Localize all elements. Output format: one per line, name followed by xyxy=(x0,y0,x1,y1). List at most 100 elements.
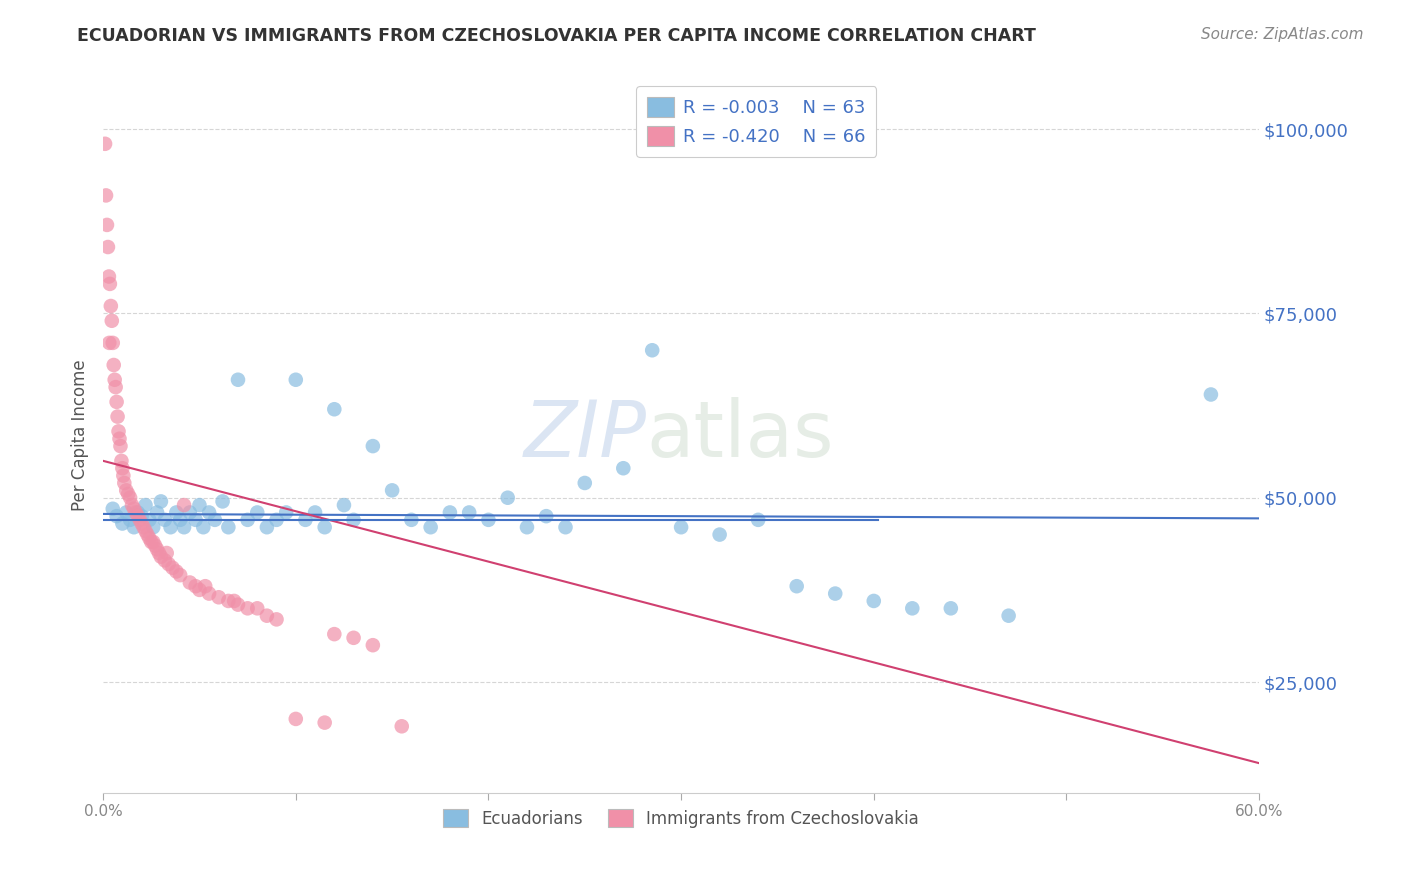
Point xyxy=(314,520,336,534)
Point xyxy=(131,509,153,524)
Point xyxy=(217,520,239,534)
Point xyxy=(211,494,233,508)
Point xyxy=(142,535,165,549)
Point xyxy=(246,601,269,615)
Point xyxy=(323,627,346,641)
Point xyxy=(101,501,124,516)
Point xyxy=(516,520,538,534)
Point xyxy=(121,498,143,512)
Point xyxy=(173,498,195,512)
Point xyxy=(179,575,201,590)
Point xyxy=(391,719,413,733)
Point xyxy=(131,516,153,531)
Point xyxy=(284,373,307,387)
Point xyxy=(208,591,231,605)
Point xyxy=(179,506,201,520)
Point xyxy=(458,506,481,520)
Point xyxy=(148,546,170,560)
Point xyxy=(146,506,169,520)
Text: atlas: atlas xyxy=(647,397,834,473)
Point xyxy=(153,553,176,567)
Point xyxy=(162,561,184,575)
Point xyxy=(103,358,125,372)
Point xyxy=(100,299,122,313)
Point xyxy=(111,516,134,531)
Point xyxy=(342,631,364,645)
Point xyxy=(143,539,166,553)
Point xyxy=(997,608,1019,623)
Point xyxy=(184,579,207,593)
Point xyxy=(98,277,121,291)
Point xyxy=(149,549,172,564)
Point xyxy=(173,520,195,534)
Point xyxy=(236,601,259,615)
Point xyxy=(134,498,156,512)
Point xyxy=(419,520,441,534)
Point xyxy=(120,491,142,505)
Point xyxy=(138,531,160,545)
Point xyxy=(157,557,180,571)
Point xyxy=(439,506,461,520)
Point xyxy=(153,513,176,527)
Point xyxy=(94,188,117,202)
Point xyxy=(127,506,149,520)
Point xyxy=(314,715,336,730)
Point xyxy=(101,335,124,350)
Point xyxy=(361,638,384,652)
Point xyxy=(105,395,128,409)
Point xyxy=(142,520,165,534)
Point xyxy=(226,373,249,387)
Point xyxy=(107,425,129,439)
Point xyxy=(101,314,124,328)
Point xyxy=(284,712,307,726)
Point xyxy=(97,240,120,254)
Point xyxy=(122,520,145,534)
Point xyxy=(342,513,364,527)
Point xyxy=(169,568,191,582)
Point xyxy=(156,546,179,560)
Point xyxy=(226,598,249,612)
Point xyxy=(236,513,259,527)
Point xyxy=(194,579,217,593)
Point xyxy=(536,509,558,524)
Point xyxy=(96,218,118,232)
Point xyxy=(138,513,160,527)
Point xyxy=(105,509,128,524)
Point xyxy=(217,594,239,608)
Point xyxy=(939,601,962,615)
Point xyxy=(204,513,226,527)
Point xyxy=(134,524,156,538)
Point xyxy=(115,506,138,520)
Point xyxy=(401,513,423,527)
Point xyxy=(709,527,731,541)
Point xyxy=(862,594,884,608)
Point xyxy=(747,513,769,527)
Point xyxy=(122,501,145,516)
Point xyxy=(333,498,356,512)
Point xyxy=(120,513,142,527)
Point xyxy=(641,343,664,358)
Point xyxy=(786,579,808,593)
Point xyxy=(323,402,346,417)
Point xyxy=(901,601,924,615)
Point xyxy=(110,439,132,453)
Point xyxy=(198,586,221,600)
Point xyxy=(198,506,221,520)
Point xyxy=(165,565,187,579)
Point xyxy=(132,520,155,534)
Point xyxy=(98,335,121,350)
Point xyxy=(107,409,129,424)
Point xyxy=(246,506,269,520)
Text: ZIP: ZIP xyxy=(523,397,647,473)
Point xyxy=(574,475,596,490)
Point xyxy=(125,506,148,520)
Point xyxy=(115,483,138,498)
Legend: Ecuadorians, Immigrants from Czechoslovakia: Ecuadorians, Immigrants from Czechoslova… xyxy=(436,803,925,834)
Point xyxy=(141,535,163,549)
Point xyxy=(188,582,211,597)
Point xyxy=(1199,387,1222,401)
Point xyxy=(256,608,278,623)
Point xyxy=(112,475,135,490)
Point xyxy=(276,506,298,520)
Point xyxy=(136,527,159,541)
